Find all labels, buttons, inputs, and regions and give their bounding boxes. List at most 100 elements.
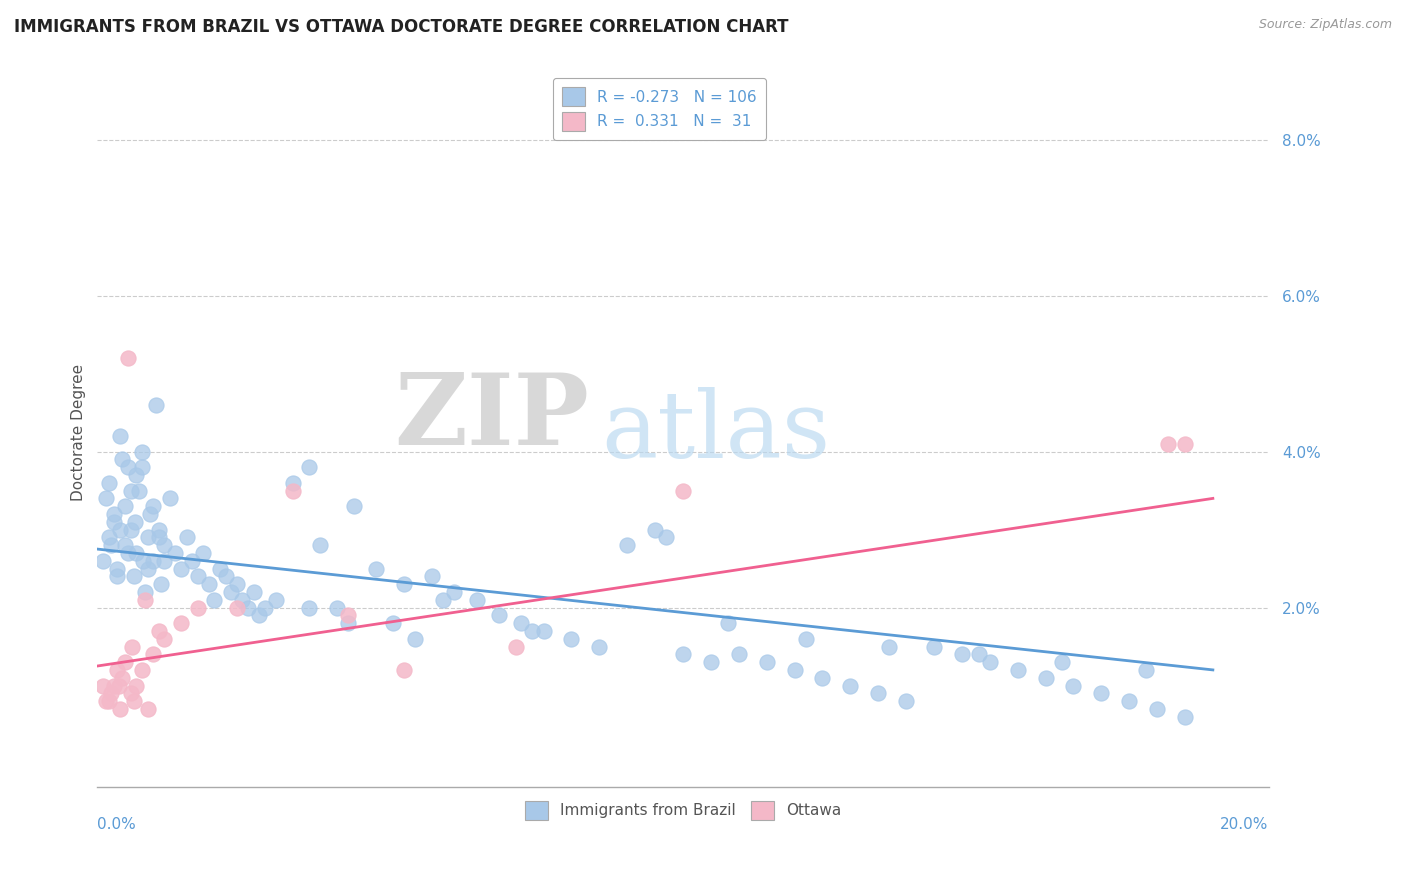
- Point: [225, 600, 247, 615]
- Point: [91, 554, 114, 568]
- Point: [142, 554, 165, 568]
- Point: [97, 475, 120, 490]
- Point: [950, 648, 973, 662]
- Text: Source: ZipAtlas.com: Source: ZipAtlas.com: [1258, 18, 1392, 31]
- Point: [979, 655, 1001, 669]
- Point: [120, 483, 142, 498]
- Text: 0.0%: 0.0%: [97, 817, 136, 832]
- Point: [198, 577, 221, 591]
- Point: [337, 616, 360, 631]
- Point: [122, 694, 145, 708]
- Point: [1052, 655, 1074, 669]
- Point: [153, 554, 176, 568]
- Point: [139, 507, 162, 521]
- Point: [381, 616, 404, 631]
- Point: [1146, 702, 1168, 716]
- Point: [114, 499, 136, 513]
- Text: atlas: atlas: [600, 387, 831, 477]
- Point: [131, 663, 153, 677]
- Point: [153, 632, 176, 646]
- Point: [100, 538, 122, 552]
- Point: [94, 694, 117, 708]
- Point: [1157, 437, 1180, 451]
- Point: [103, 507, 125, 521]
- Point: [404, 632, 426, 646]
- Point: [510, 616, 533, 631]
- Point: [794, 632, 817, 646]
- Point: [136, 561, 159, 575]
- Text: 20.0%: 20.0%: [1220, 817, 1268, 832]
- Point: [894, 694, 917, 708]
- Point: [420, 569, 443, 583]
- Point: [839, 678, 862, 692]
- Point: [672, 483, 695, 498]
- Point: [103, 678, 125, 692]
- Point: [125, 546, 148, 560]
- Point: [1174, 437, 1197, 451]
- Point: [91, 678, 114, 692]
- Point: [114, 655, 136, 669]
- Point: [811, 671, 834, 685]
- Point: [533, 624, 555, 638]
- Point: [114, 538, 136, 552]
- Point: [432, 592, 454, 607]
- Point: [108, 429, 131, 443]
- Point: [298, 600, 321, 615]
- Point: [616, 538, 638, 552]
- Point: [145, 398, 167, 412]
- Point: [124, 515, 146, 529]
- Point: [247, 608, 270, 623]
- Point: [187, 600, 209, 615]
- Point: [117, 546, 139, 560]
- Text: ZIP: ZIP: [395, 369, 589, 467]
- Point: [214, 569, 236, 583]
- Point: [392, 577, 415, 591]
- Point: [879, 640, 901, 654]
- Point: [120, 686, 142, 700]
- Point: [125, 678, 148, 692]
- Point: [1007, 663, 1029, 677]
- Point: [170, 616, 193, 631]
- Point: [242, 585, 264, 599]
- Point: [922, 640, 945, 654]
- Point: [868, 686, 890, 700]
- Point: [281, 475, 304, 490]
- Point: [1135, 663, 1157, 677]
- Point: [225, 577, 247, 591]
- Point: [392, 663, 415, 677]
- Point: [150, 577, 173, 591]
- Point: [1090, 686, 1112, 700]
- Point: [136, 702, 159, 716]
- Point: [505, 640, 527, 654]
- Point: [148, 523, 170, 537]
- Point: [148, 530, 170, 544]
- Point: [281, 483, 304, 498]
- Point: [253, 600, 276, 615]
- Point: [94, 491, 117, 506]
- Point: [1174, 709, 1197, 723]
- Point: [108, 523, 131, 537]
- Point: [522, 624, 544, 638]
- Point: [134, 585, 156, 599]
- Point: [700, 655, 723, 669]
- Point: [121, 640, 143, 654]
- Point: [142, 499, 165, 513]
- Point: [165, 546, 187, 560]
- Point: [343, 499, 366, 513]
- Point: [1118, 694, 1140, 708]
- Point: [655, 530, 678, 544]
- Point: [219, 585, 242, 599]
- Point: [97, 530, 120, 544]
- Point: [209, 561, 232, 575]
- Point: [204, 592, 226, 607]
- Point: [122, 569, 145, 583]
- Point: [1035, 671, 1057, 685]
- Point: [231, 592, 253, 607]
- Point: [236, 600, 259, 615]
- Point: [148, 624, 170, 638]
- Point: [117, 460, 139, 475]
- Point: [125, 468, 148, 483]
- Point: [443, 585, 465, 599]
- Point: [560, 632, 582, 646]
- Point: [727, 648, 749, 662]
